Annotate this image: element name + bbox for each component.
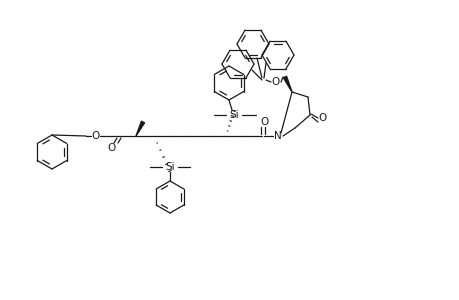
Text: O: O <box>318 113 326 123</box>
Text: Si: Si <box>165 162 174 172</box>
Text: O: O <box>260 117 269 127</box>
Text: O: O <box>271 77 280 87</box>
Text: O: O <box>108 143 116 153</box>
Text: N: N <box>274 131 281 141</box>
Text: O: O <box>92 131 100 141</box>
Polygon shape <box>283 76 291 92</box>
Polygon shape <box>136 121 144 136</box>
Text: Si: Si <box>229 110 238 120</box>
